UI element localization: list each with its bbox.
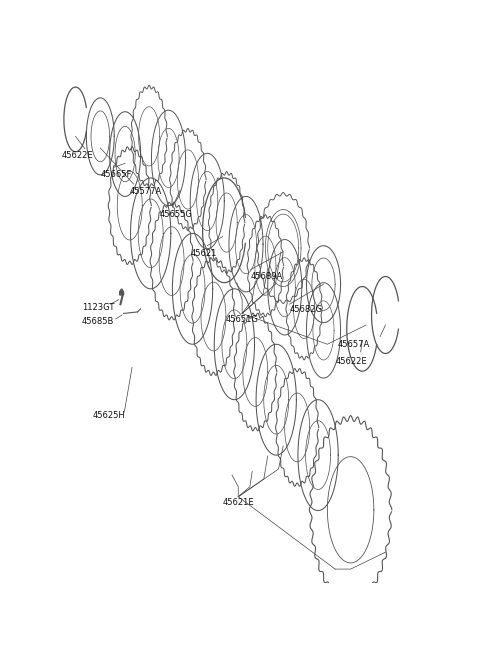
FancyArrow shape — [120, 289, 123, 295]
Text: 45665F: 45665F — [100, 170, 132, 179]
Text: 45689A: 45689A — [251, 272, 283, 281]
Text: 45621E: 45621E — [222, 498, 254, 506]
Text: 45657A: 45657A — [337, 340, 370, 348]
Text: 1123GT: 1123GT — [82, 303, 114, 312]
Text: 45682G: 45682G — [289, 305, 323, 314]
Text: 45621: 45621 — [190, 249, 216, 258]
Text: 45622E: 45622E — [335, 357, 367, 365]
Text: 45577A: 45577A — [130, 187, 162, 196]
Text: 45651G: 45651G — [226, 315, 259, 324]
Text: 45622E: 45622E — [61, 151, 93, 160]
Text: 45625H: 45625H — [93, 411, 125, 420]
Text: 45655G: 45655G — [159, 210, 192, 219]
Text: 45685B: 45685B — [82, 316, 114, 326]
